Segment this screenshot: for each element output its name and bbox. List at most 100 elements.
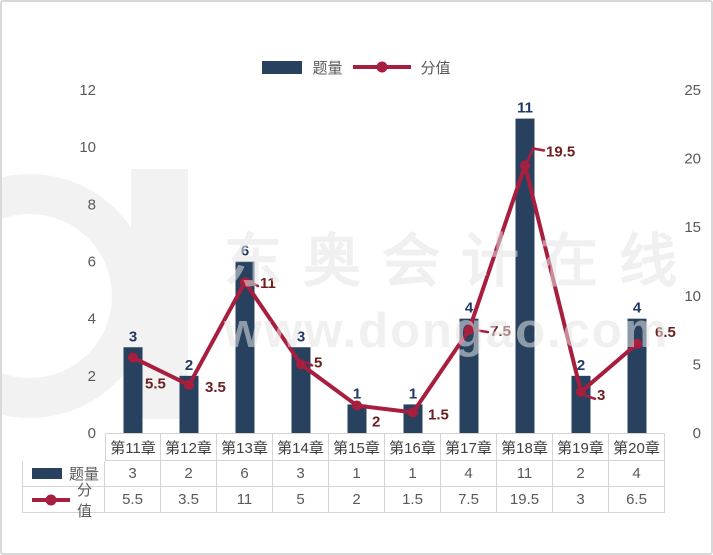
label-leader-line <box>474 328 490 334</box>
table-col-header: 第20章 <box>609 433 665 461</box>
line-value-label: 1.5 <box>428 406 449 423</box>
line-point-第11章 <box>128 352 138 363</box>
bar-series-legend-label: 题量 <box>312 59 343 77</box>
table-col-header: 第16章 <box>385 433 441 461</box>
table-col-header: 第15章 <box>329 433 385 461</box>
table-value-cell: 6.5 <box>609 487 665 513</box>
line-series-path <box>131 163 639 415</box>
line-point-第18章 <box>520 160 530 171</box>
bar-chapter-第18章 <box>515 118 535 433</box>
table-col-header: 第13章 <box>217 433 273 461</box>
table-row-label: 分值 <box>22 482 105 520</box>
table-value-cell: 7.5 <box>441 487 497 513</box>
bar-chapter-第13章 <box>235 261 255 433</box>
right-axis-tick-label: 10 <box>684 288 701 305</box>
line-point-第15章 <box>352 400 362 411</box>
right-axis-tick-label: 25 <box>684 82 701 99</box>
line-point-第19章 <box>576 386 586 397</box>
chart-legend: 题量 分值 <box>0 56 713 78</box>
left-axis-tick-label: 6 <box>88 254 96 271</box>
table-row-label: 题量 <box>22 461 105 487</box>
line-value-label: 6.5 <box>655 324 676 341</box>
line-point-第13章 <box>240 277 250 288</box>
line-series-swatch-icon <box>352 61 411 73</box>
label-leader-line <box>249 280 260 288</box>
table-value-cell: 1 <box>329 461 385 487</box>
left-axis-tick-label: 2 <box>88 368 96 385</box>
table-value-cell: 3 <box>105 461 161 487</box>
line-value-label: 5 <box>314 354 322 371</box>
bar-chapter-第11章 <box>123 347 143 433</box>
bar-chapter-第20章 <box>627 318 647 433</box>
bar-value-label: 11 <box>517 100 533 117</box>
table-value-cell: 4 <box>609 461 665 487</box>
line-point-第17章 <box>464 325 474 336</box>
bar-chapter-第15章 <box>347 404 367 433</box>
line-value-label: 3 <box>597 387 605 404</box>
bar-value-label: 3 <box>129 328 137 345</box>
table-value-cell: 3.5 <box>161 487 217 513</box>
table-value-cell: 1.5 <box>385 487 441 513</box>
line-value-label: 11 <box>260 275 276 292</box>
table-value-cell: 6 <box>217 461 273 487</box>
table-value-cell: 1 <box>385 461 441 487</box>
left-axis-tick-label: 10 <box>79 139 96 156</box>
table-value-cell: 2 <box>161 461 217 487</box>
table-col-header: 第18章 <box>497 433 553 461</box>
table-series-name: 分值 <box>77 481 93 520</box>
table-value-cell: 3 <box>553 487 609 513</box>
table-col-header: 第19章 <box>553 433 609 461</box>
bar-value-label: 4 <box>633 300 642 317</box>
line-value-label: 19.5 <box>546 143 575 160</box>
left-axis-tick-label: 12 <box>79 82 96 99</box>
table-series-name: 题量 <box>69 466 100 483</box>
table-value-cell: 3 <box>273 461 329 487</box>
line-value-label: 2 <box>372 414 380 431</box>
bar-chapter-第17章 <box>459 318 479 433</box>
table-col-header: 第11章 <box>105 433 161 461</box>
line-value-label: 5.5 <box>145 376 166 393</box>
line-marker-icon <box>376 61 387 73</box>
bar-series-swatch-icon <box>32 468 62 479</box>
label-leader-line <box>305 361 314 367</box>
right-axis-tick-label: 0 <box>693 425 701 442</box>
bar-value-label: 1 <box>409 385 417 402</box>
line-value-label: 3.5 <box>205 379 226 396</box>
bar-value-label: 4 <box>465 300 474 317</box>
table-value-cell: 4 <box>441 461 497 487</box>
line-value-label: 7.5 <box>490 323 511 340</box>
table-value-cell: 11 <box>497 461 553 487</box>
bar-series-swatch-icon <box>262 60 303 74</box>
table-col-header: 第14章 <box>273 433 329 461</box>
bar-value-label: 2 <box>577 357 585 374</box>
label-leader-line <box>584 394 597 401</box>
label-leader-line <box>526 147 546 162</box>
left-axis-tick-label: 4 <box>88 311 96 328</box>
right-axis-tick-label: 15 <box>684 219 701 236</box>
line-series-legend-label: 分值 <box>420 59 451 77</box>
chart-data-table: 第11章 第12章 第13章 第14章 第15章 第16章 第17章 第18章 第19章 第20章… <box>22 433 665 520</box>
right-axis-tick-label: 20 <box>684 151 701 168</box>
left-axis-tick-label: 0 <box>88 425 96 442</box>
line-point-第14章 <box>296 359 306 370</box>
line-point-第12章 <box>184 379 194 390</box>
bar-value-label: 6 <box>241 243 249 260</box>
right-axis-tick-label: 5 <box>693 356 701 373</box>
bar-value-label: 1 <box>353 385 361 402</box>
table-value-cell: 11 <box>217 487 273 513</box>
table-value-cell: 19.5 <box>497 487 553 513</box>
table-value-cell: 5.5 <box>105 487 161 513</box>
table-value-cell: 5 <box>273 487 329 513</box>
table-value-cell: 2 <box>329 487 385 513</box>
left-axis-tick-label: 8 <box>88 196 96 213</box>
table-col-header: 第12章 <box>161 433 217 461</box>
line-series-swatch-icon <box>32 494 70 505</box>
line-point-第20章 <box>632 338 642 349</box>
table-value-cell: 2 <box>553 461 609 487</box>
table-col-header: 第17章 <box>441 433 497 461</box>
table-corner-blank <box>22 433 105 461</box>
line-marker-icon <box>45 494 57 505</box>
bar-value-label: 2 <box>185 357 193 374</box>
